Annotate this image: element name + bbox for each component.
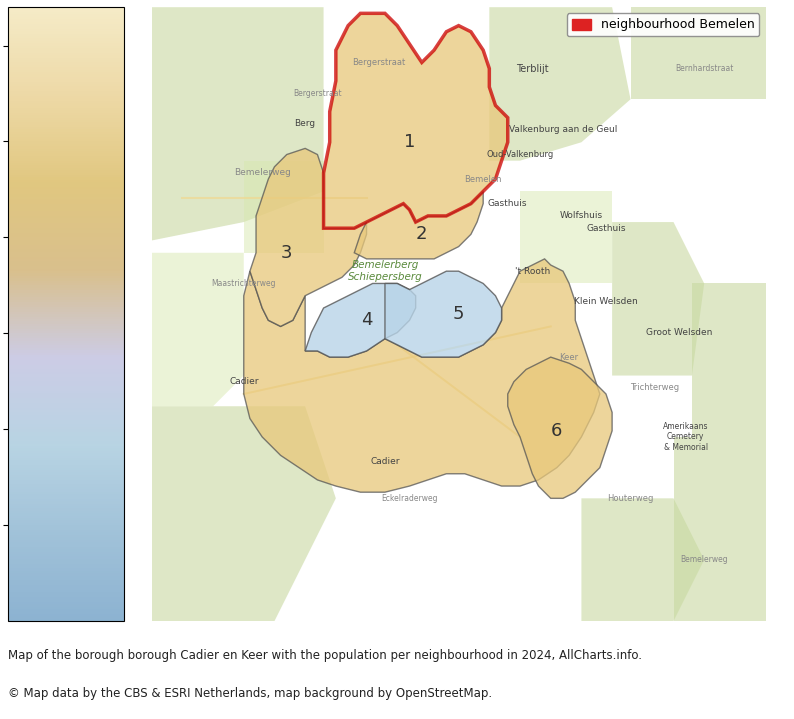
Text: Terblijt: Terblijt xyxy=(516,63,549,73)
Text: 't Rooth: 't Rooth xyxy=(515,267,550,275)
Text: Klein Welsden: Klein Welsden xyxy=(574,298,638,306)
Polygon shape xyxy=(385,271,502,357)
Polygon shape xyxy=(507,357,612,498)
Polygon shape xyxy=(152,7,324,253)
Text: Bemelerweg: Bemelerweg xyxy=(233,168,291,178)
Polygon shape xyxy=(305,283,415,357)
Polygon shape xyxy=(324,14,507,228)
Text: 1: 1 xyxy=(404,133,415,151)
Text: Trichterweg: Trichterweg xyxy=(630,383,680,393)
Text: Bergerstraat: Bergerstraat xyxy=(293,88,341,98)
Text: Cadier: Cadier xyxy=(229,377,259,386)
Text: Eckelraderweg: Eckelraderweg xyxy=(381,494,437,503)
Text: Groot Welsden: Groot Welsden xyxy=(646,328,713,337)
Text: Valkenburg aan de Geul: Valkenburg aan de Geul xyxy=(509,126,617,134)
Text: 5: 5 xyxy=(453,305,464,323)
Polygon shape xyxy=(630,7,765,99)
Text: Gasthuis: Gasthuis xyxy=(488,199,527,208)
Text: Bemelen: Bemelen xyxy=(464,175,502,183)
Polygon shape xyxy=(520,191,612,283)
Polygon shape xyxy=(152,406,336,621)
Text: Bernhardstraat: Bernhardstraat xyxy=(675,64,734,73)
Polygon shape xyxy=(489,7,630,160)
Text: Keer: Keer xyxy=(560,352,579,362)
Polygon shape xyxy=(244,160,324,253)
Text: Berg: Berg xyxy=(295,119,316,128)
Text: Houterweg: Houterweg xyxy=(607,494,653,503)
Polygon shape xyxy=(612,222,704,375)
Text: © Map data by the CBS & ESRI Netherlands, map background by OpenStreetMap.: © Map data by the CBS & ESRI Netherlands… xyxy=(8,687,492,700)
Text: Bergerstraat: Bergerstraat xyxy=(353,58,406,67)
Text: 2: 2 xyxy=(416,225,427,243)
Polygon shape xyxy=(250,148,367,326)
Text: Map of the borough borough Cadier en Keer with the population per neighbourhood : Map of the borough borough Cadier en Kee… xyxy=(8,649,642,662)
Polygon shape xyxy=(581,498,704,621)
Text: Bemelerweg: Bemelerweg xyxy=(680,555,728,564)
Text: Wolfshuis: Wolfshuis xyxy=(560,211,603,221)
Polygon shape xyxy=(354,191,484,259)
Text: Amerikaans
Cemetery
& Memorial: Amerikaans Cemetery & Memorial xyxy=(663,422,708,452)
Text: Bemelerberg
Schiepersberg: Bemelerberg Schiepersberg xyxy=(348,260,422,282)
Text: 3: 3 xyxy=(281,244,292,262)
Text: 4: 4 xyxy=(360,311,372,329)
Polygon shape xyxy=(673,437,765,621)
Text: 6: 6 xyxy=(551,422,562,440)
Text: Gasthuis: Gasthuis xyxy=(586,224,626,233)
Polygon shape xyxy=(692,283,765,437)
Legend: neighbourhood Bemelen: neighbourhood Bemelen xyxy=(567,14,759,37)
Text: Cadier: Cadier xyxy=(370,457,399,466)
Text: Oud-Valkenburg: Oud-Valkenburg xyxy=(487,150,553,159)
Polygon shape xyxy=(244,259,599,493)
Text: Maastrichterweg: Maastrichterweg xyxy=(211,279,276,288)
Polygon shape xyxy=(152,253,244,406)
